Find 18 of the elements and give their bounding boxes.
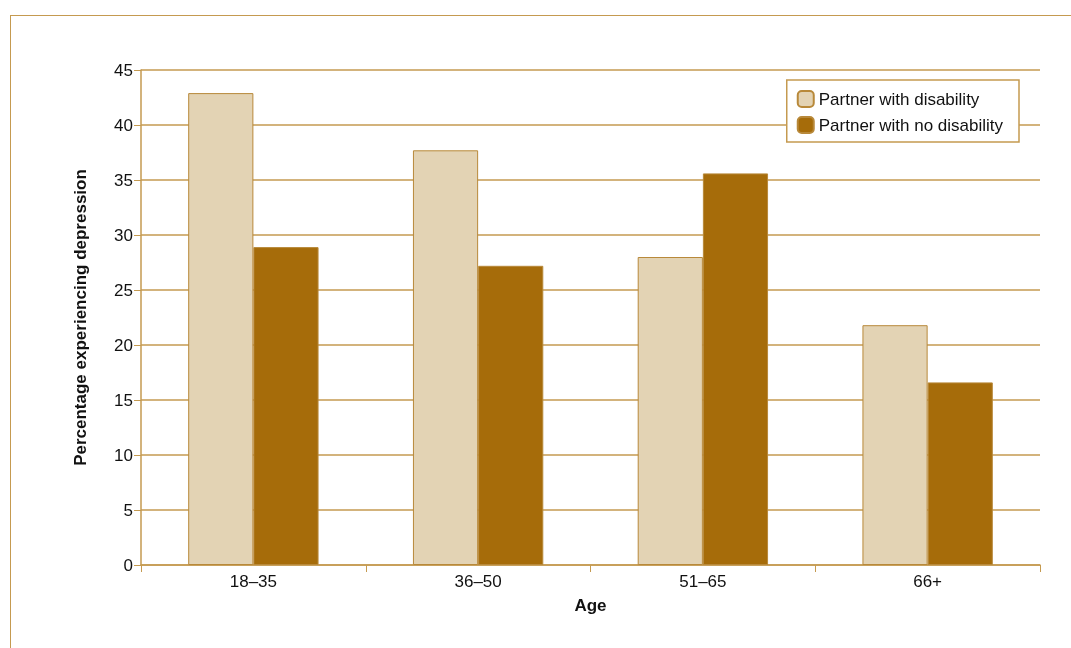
y-tick-label: 15 bbox=[114, 390, 133, 410]
legend-label: Partner with no disability bbox=[818, 115, 1004, 135]
x-axis-title: Age bbox=[574, 596, 607, 615]
y-tick-label: 0 bbox=[123, 555, 133, 575]
y-tick-label: 25 bbox=[114, 280, 133, 300]
x-tick-label: 36–50 bbox=[454, 572, 502, 591]
x-tick-label: 18–35 bbox=[229, 572, 278, 591]
x-tick-label: 66+ bbox=[913, 572, 943, 591]
y-tick-label: 20 bbox=[114, 335, 133, 355]
y-tick-label: 30 bbox=[114, 225, 133, 245]
y-tick-label: 5 bbox=[123, 500, 133, 520]
y-tick-label: 40 bbox=[114, 115, 133, 135]
x-tick-label: 51–65 bbox=[679, 572, 727, 591]
y-axis-title: Percentage experiencing depression bbox=[71, 169, 90, 466]
y-tick-label: 35 bbox=[114, 170, 133, 190]
y-tick-label: 10 bbox=[114, 445, 133, 465]
legend-label: Partner with disability bbox=[818, 89, 980, 109]
y-tick-label: 45 bbox=[114, 60, 133, 80]
